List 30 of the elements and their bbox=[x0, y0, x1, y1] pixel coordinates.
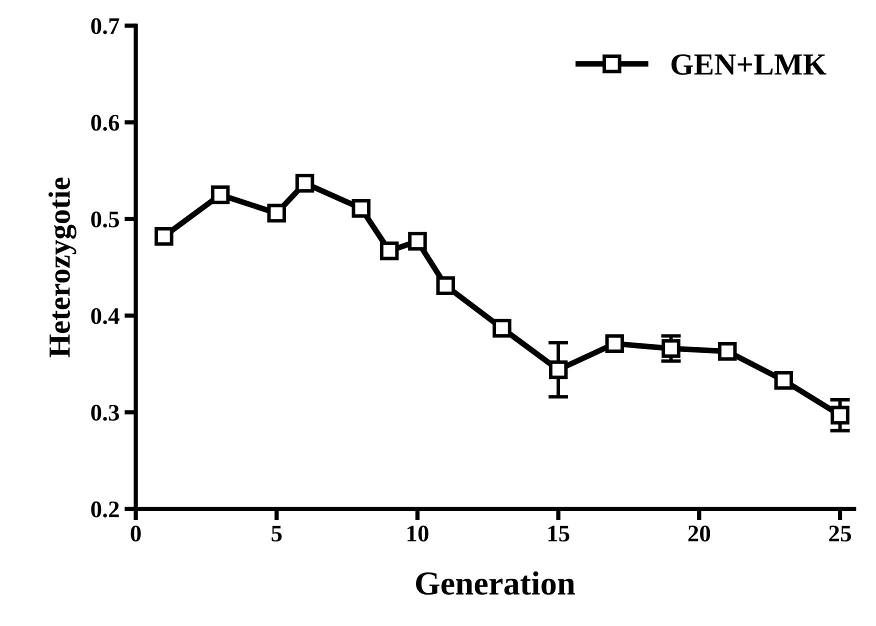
y-tick-label: 0.5 bbox=[91, 211, 119, 228]
x-tick-label: 5 bbox=[272, 526, 282, 542]
y-tick-label: 0.7 bbox=[91, 18, 120, 34]
point bbox=[436, 276, 456, 296]
point bbox=[295, 174, 314, 193]
x-tick-label: 10 bbox=[408, 526, 428, 542]
x-tick-label: 20 bbox=[688, 526, 710, 542]
y-tick-label: 0.6 bbox=[91, 114, 120, 131]
point bbox=[492, 318, 512, 338]
y-tick-label: 0.3 bbox=[91, 404, 119, 421]
x-axis-title: Generation bbox=[416, 571, 575, 595]
point bbox=[380, 241, 399, 260]
x-tick-label: 25 bbox=[829, 526, 851, 542]
point bbox=[352, 198, 371, 218]
y-axis-title: Heterozygotie bbox=[48, 178, 76, 358]
point bbox=[774, 371, 794, 390]
y-tick-label: 0.4 bbox=[91, 308, 120, 324]
x-tick-label: 15 bbox=[548, 526, 570, 542]
point bbox=[718, 342, 737, 361]
point bbox=[605, 334, 624, 354]
point bbox=[662, 339, 680, 358]
point bbox=[267, 204, 286, 223]
point bbox=[548, 360, 568, 380]
legend-label: GEN+LMK bbox=[671, 54, 826, 75]
point bbox=[830, 406, 850, 425]
y-tick-label: 0.2 bbox=[91, 501, 119, 518]
x-tick-label: 0 bbox=[130, 526, 141, 542]
point bbox=[408, 232, 427, 251]
point bbox=[154, 227, 174, 246]
point bbox=[210, 185, 230, 204]
